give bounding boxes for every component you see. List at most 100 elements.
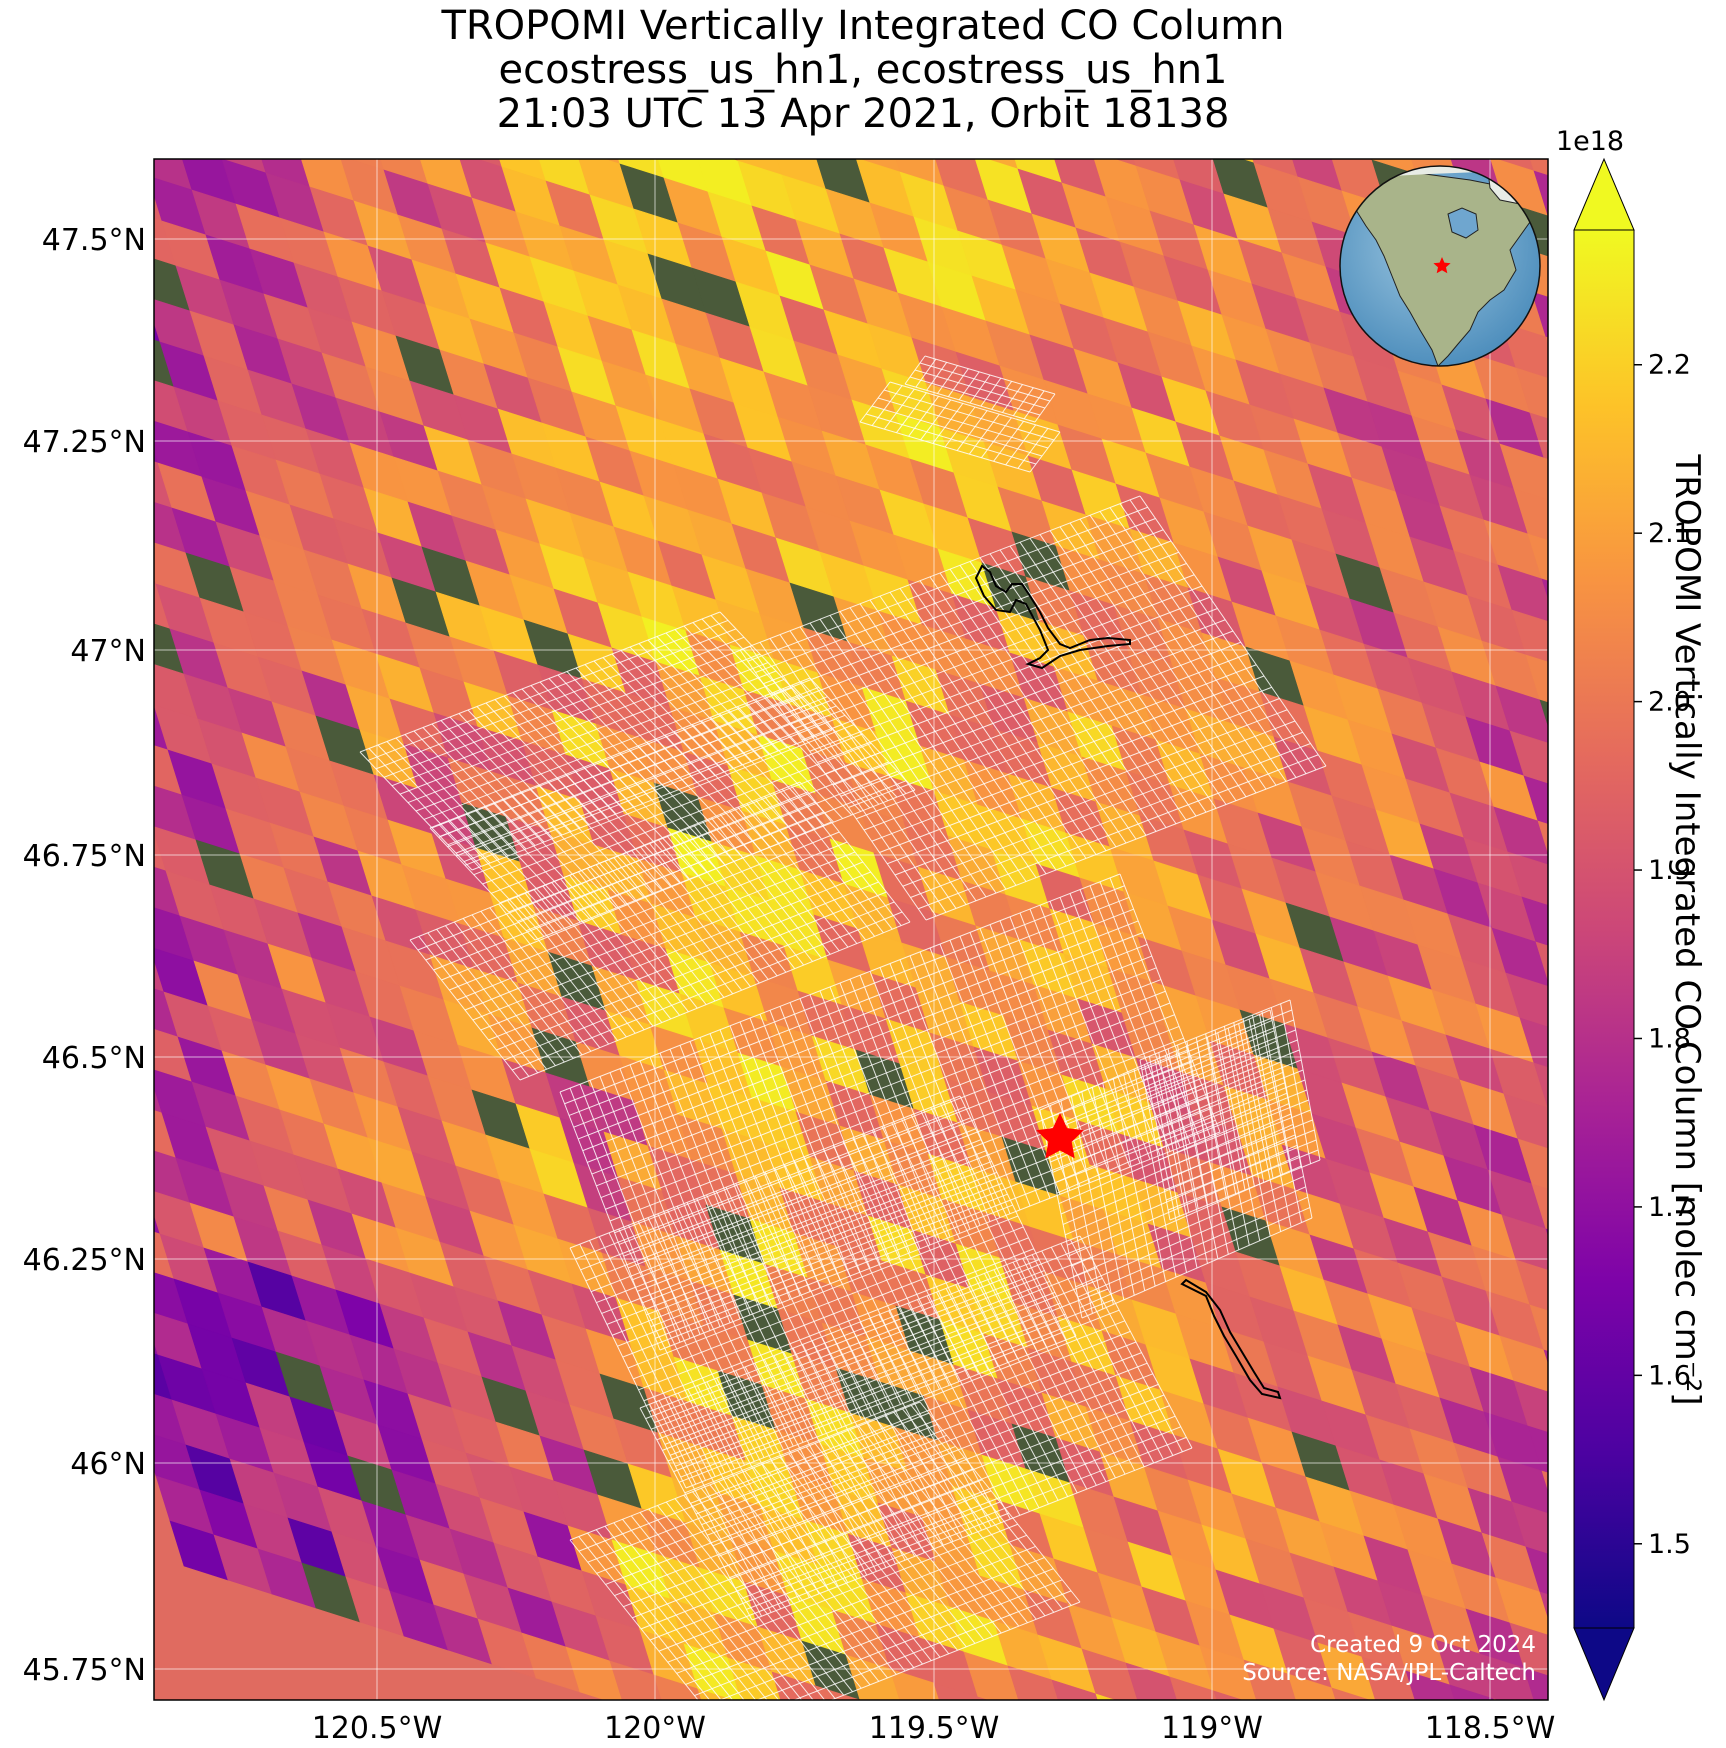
co-pixel xyxy=(1511,1501,1548,1555)
co-pixel xyxy=(1479,1653,1535,1700)
footprint-line xyxy=(1044,1030,1275,1132)
co-pixel xyxy=(1493,806,1548,866)
footprint-line xyxy=(623,1468,974,1608)
footprint-line xyxy=(587,1423,938,1563)
footprint-line xyxy=(441,821,832,981)
footprint-line xyxy=(735,1415,1176,1589)
footprint-line xyxy=(649,1501,1001,1641)
footprint-line xyxy=(488,881,879,1041)
footprint-line xyxy=(664,1291,1056,1445)
footprint-line xyxy=(1081,1217,1313,1319)
footprint-line xyxy=(1141,1009,1293,1071)
colorbar-tick-label: 2.0 xyxy=(1648,687,1691,718)
footprint-line xyxy=(755,1579,1063,1700)
lon-tick-label: 119.5°W xyxy=(869,1711,1000,1746)
colorbar-tick-label: 1.9 xyxy=(1648,855,1691,886)
co-pixel xyxy=(1507,851,1548,906)
footprint-line xyxy=(447,696,828,848)
lat-tick-label: 46.25°N xyxy=(23,1243,146,1278)
footprint-line xyxy=(887,709,1288,865)
footprint-line xyxy=(718,1383,1159,1557)
map-title-line1: TROPOMI Vertically Integrated CO Column xyxy=(441,3,1285,49)
footprint-line xyxy=(429,677,811,829)
lon-tick-label: 120°W xyxy=(604,1711,706,1746)
footprint-line xyxy=(655,1119,1216,1339)
footprint-line xyxy=(482,733,863,885)
colorbar-tick-label: 1.7 xyxy=(1648,1192,1691,1223)
co-pixel xyxy=(1503,1093,1548,1149)
colorbar-extend-min xyxy=(1573,1627,1635,1702)
co-pixel xyxy=(1501,1214,1548,1271)
co-pixel xyxy=(1361,1656,1416,1700)
footprint-line xyxy=(925,765,1327,921)
footprint-line xyxy=(755,518,1156,673)
footprint-line xyxy=(856,664,1257,820)
footprint-line xyxy=(582,932,1143,1152)
co-pixel xyxy=(1302,1719,1360,1748)
footprint-line xyxy=(1050,1061,1281,1163)
footprint-line xyxy=(640,1490,992,1630)
footprint-line xyxy=(614,1014,1175,1234)
co-pixel xyxy=(154,1341,159,1356)
footprint-line xyxy=(638,1237,1029,1391)
co-pixel xyxy=(1529,159,1548,176)
footprint-line xyxy=(712,1373,1153,1547)
footprint-line xyxy=(770,540,1172,696)
footprint-line xyxy=(1029,431,1061,473)
co-pixel xyxy=(1513,1380,1548,1433)
footprint-line xyxy=(585,1128,976,1282)
co-pixel xyxy=(565,1646,623,1700)
footprint-line xyxy=(889,381,1061,433)
co-pixel xyxy=(1527,533,1548,582)
latitude-axis: 47.5°N 47.25°N 47°N 46.75°N 46.5°N 46.25… xyxy=(23,223,146,1688)
co-pixel xyxy=(963,1651,1019,1700)
footprint-line xyxy=(675,1313,1066,1467)
footprint-line xyxy=(918,754,1319,910)
footprint-line xyxy=(830,1601,1081,1700)
footprint-line xyxy=(656,1267,1097,1441)
co-pixel xyxy=(1007,1665,1059,1700)
footprint-line xyxy=(746,1436,1187,1610)
footprint-line xyxy=(519,921,911,1081)
lon-tick-label: 118.5°W xyxy=(1425,1711,1556,1746)
footprint-line xyxy=(614,1457,965,1597)
lat-tick-label: 46°N xyxy=(70,1447,146,1482)
footprint-line xyxy=(1077,1196,1308,1298)
footprint-line xyxy=(600,979,1162,1199)
co-pixel xyxy=(1113,159,1137,167)
co-pixel xyxy=(92,888,150,947)
map-frame xyxy=(153,158,1549,1701)
co-pixel xyxy=(88,1130,146,1189)
co-pixel xyxy=(154,321,161,343)
footprint-line xyxy=(894,720,1296,876)
colorbar-extend-max xyxy=(1573,157,1635,231)
co-pixel xyxy=(1331,1687,1371,1700)
footprint-line xyxy=(667,1288,1109,1462)
footprint-line xyxy=(859,421,1031,473)
footprint-line xyxy=(1164,1129,1315,1191)
co-pixel xyxy=(1491,927,1548,987)
co-pixel xyxy=(1110,1739,1168,1748)
co-pixel xyxy=(1505,972,1548,1028)
footprint-line xyxy=(676,1534,1027,1674)
footprint-line xyxy=(981,417,1012,459)
footprint-line xyxy=(968,413,1000,455)
footprint-line xyxy=(879,698,1280,853)
footprint-line xyxy=(627,1215,1019,1369)
co-pixel xyxy=(90,117,148,176)
footprint-line xyxy=(877,397,1049,449)
co-pixel xyxy=(1199,1645,1257,1700)
longitude-axis: 120.5°W 120°W 119.5°W 119°W 118.5°W xyxy=(312,1711,1556,1746)
footprint-grid xyxy=(569,1095,1077,1489)
footprint-line xyxy=(690,1330,1131,1504)
co-pixel xyxy=(80,722,138,781)
footprint-line xyxy=(591,955,1152,1175)
co-pixel xyxy=(1543,457,1548,472)
footprint-line xyxy=(633,1226,1024,1380)
co-pixel xyxy=(154,576,157,585)
footprint-grid xyxy=(859,381,1061,473)
footprint-line xyxy=(707,1362,1148,1536)
footprint-line xyxy=(564,885,1125,1105)
footprint-line xyxy=(1067,1144,1298,1246)
footprint-line xyxy=(1154,1079,1306,1141)
